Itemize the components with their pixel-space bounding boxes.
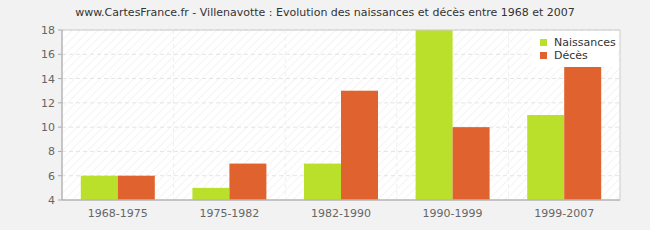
v-grid-line bbox=[173, 30, 174, 200]
bar bbox=[118, 176, 155, 200]
y-tick-label: 16 bbox=[41, 48, 55, 61]
y-tick bbox=[58, 175, 62, 176]
plot-area bbox=[62, 30, 620, 200]
y-tick-label: 8 bbox=[48, 145, 55, 158]
chart-svg: www.CartesFrance.fr - Villenavotte : Evo… bbox=[0, 0, 650, 230]
bar bbox=[192, 188, 229, 200]
legend-label: Décès bbox=[554, 49, 588, 62]
v-grid-line bbox=[285, 30, 286, 200]
legend-swatch bbox=[540, 52, 547, 59]
legend: NaissancesDécès bbox=[532, 31, 618, 67]
legend-label: Naissances bbox=[554, 36, 616, 49]
plot-frame bbox=[62, 30, 620, 200]
v-grid-line bbox=[396, 30, 397, 200]
bar bbox=[229, 164, 266, 200]
legend-swatch bbox=[540, 39, 547, 46]
background bbox=[0, 0, 650, 230]
grid-line bbox=[62, 200, 620, 201]
x-tick-label: 1990-1999 bbox=[423, 207, 483, 220]
bar bbox=[527, 115, 564, 200]
bar bbox=[453, 127, 490, 200]
x-tick-label: 1982-1990 bbox=[311, 207, 371, 220]
y-tick-label: 4 bbox=[48, 194, 55, 207]
y-tick-label: 14 bbox=[41, 73, 55, 86]
y-tick bbox=[58, 151, 62, 152]
y-tick bbox=[58, 127, 62, 128]
bars bbox=[81, 30, 601, 200]
y-tick-label: 18 bbox=[41, 24, 55, 37]
v-grid-line bbox=[508, 30, 509, 200]
y-tick bbox=[58, 54, 62, 55]
bar bbox=[341, 91, 378, 200]
legend-box bbox=[532, 31, 618, 67]
grid-line bbox=[62, 78, 620, 79]
y-tick-label: 12 bbox=[41, 97, 55, 110]
x-axis bbox=[62, 200, 620, 201]
y-tick bbox=[58, 30, 62, 31]
y-axis bbox=[62, 30, 63, 200]
bar bbox=[304, 164, 341, 200]
chart-container: www.CartesFrance.fr - Villenavotte : Evo… bbox=[0, 0, 650, 230]
y-tick bbox=[58, 78, 62, 79]
bar bbox=[564, 66, 601, 200]
y-tick bbox=[58, 200, 62, 201]
bar bbox=[81, 176, 118, 200]
y-tick bbox=[58, 102, 62, 103]
y-tick-label: 10 bbox=[41, 121, 55, 134]
bar bbox=[416, 30, 453, 200]
title: www.CartesFrance.fr - Villenavotte : Evo… bbox=[75, 6, 575, 19]
x-tick-label: 1968-1975 bbox=[88, 207, 148, 220]
plot-hatch bbox=[62, 30, 620, 200]
y-tick-label: 6 bbox=[48, 170, 55, 183]
x-tick-label: 1999-2007 bbox=[534, 207, 594, 220]
x-tick-label: 1975-1982 bbox=[199, 207, 259, 220]
